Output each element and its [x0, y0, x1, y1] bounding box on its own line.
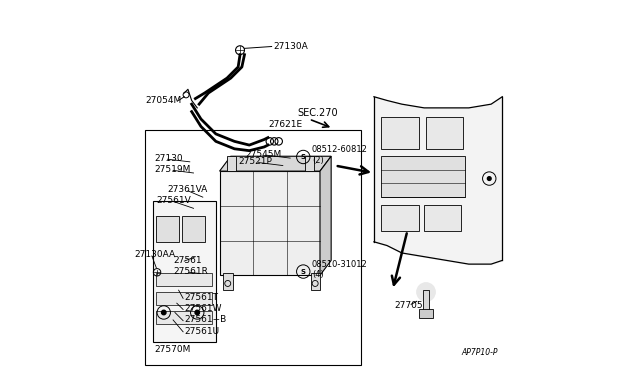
Bar — [182, 216, 205, 242]
Bar — [381, 117, 419, 149]
Text: 27561V: 27561V — [156, 196, 191, 205]
Bar — [423, 290, 429, 311]
Bar — [426, 117, 463, 149]
Text: 27621E: 27621E — [268, 120, 302, 129]
Bar — [220, 171, 320, 275]
Text: AP7P10-P: AP7P10-P — [461, 348, 498, 357]
Text: 27561: 27561 — [173, 256, 202, 265]
Text: 27561T: 27561T — [184, 293, 218, 302]
Bar — [227, 156, 236, 171]
Text: 27521P: 27521P — [238, 157, 272, 166]
Bar — [381, 205, 419, 231]
Circle shape — [488, 177, 491, 180]
Bar — [419, 309, 433, 318]
Text: 08512-60812: 08512-60812 — [312, 145, 367, 154]
Text: S: S — [301, 154, 306, 160]
Circle shape — [417, 283, 435, 301]
Bar — [223, 273, 232, 290]
Text: 27570M: 27570M — [154, 345, 191, 354]
Text: 27705: 27705 — [394, 301, 423, 310]
Text: 27130A: 27130A — [273, 42, 308, 51]
Text: 27130: 27130 — [154, 154, 183, 163]
Bar — [305, 156, 314, 171]
Text: 27561W: 27561W — [184, 304, 221, 313]
Text: 27130AA: 27130AA — [134, 250, 175, 259]
Text: (2): (2) — [312, 155, 324, 164]
Text: S: S — [301, 269, 306, 275]
Text: 27561R: 27561R — [173, 267, 208, 276]
Bar — [145, 130, 361, 365]
Bar — [156, 311, 212, 324]
Text: 08510-31012: 08510-31012 — [312, 260, 367, 269]
Text: 27545M: 27545M — [246, 150, 282, 159]
Circle shape — [161, 310, 166, 315]
Text: 27561+B: 27561+B — [184, 315, 227, 324]
Polygon shape — [320, 156, 331, 275]
Bar — [310, 273, 320, 290]
Text: 27054M: 27054M — [145, 96, 181, 105]
Text: 27519M: 27519M — [154, 165, 191, 174]
Text: 27361VA: 27361VA — [168, 185, 208, 194]
Bar — [381, 156, 465, 197]
Bar — [156, 273, 212, 286]
Circle shape — [195, 310, 200, 315]
Bar — [424, 205, 461, 231]
Text: SEC.270: SEC.270 — [298, 109, 339, 118]
Bar — [156, 292, 212, 305]
Polygon shape — [220, 156, 331, 171]
Text: (4): (4) — [312, 270, 324, 279]
Text: 27561U: 27561U — [184, 327, 220, 336]
Bar — [152, 201, 216, 342]
Bar — [156, 216, 179, 242]
